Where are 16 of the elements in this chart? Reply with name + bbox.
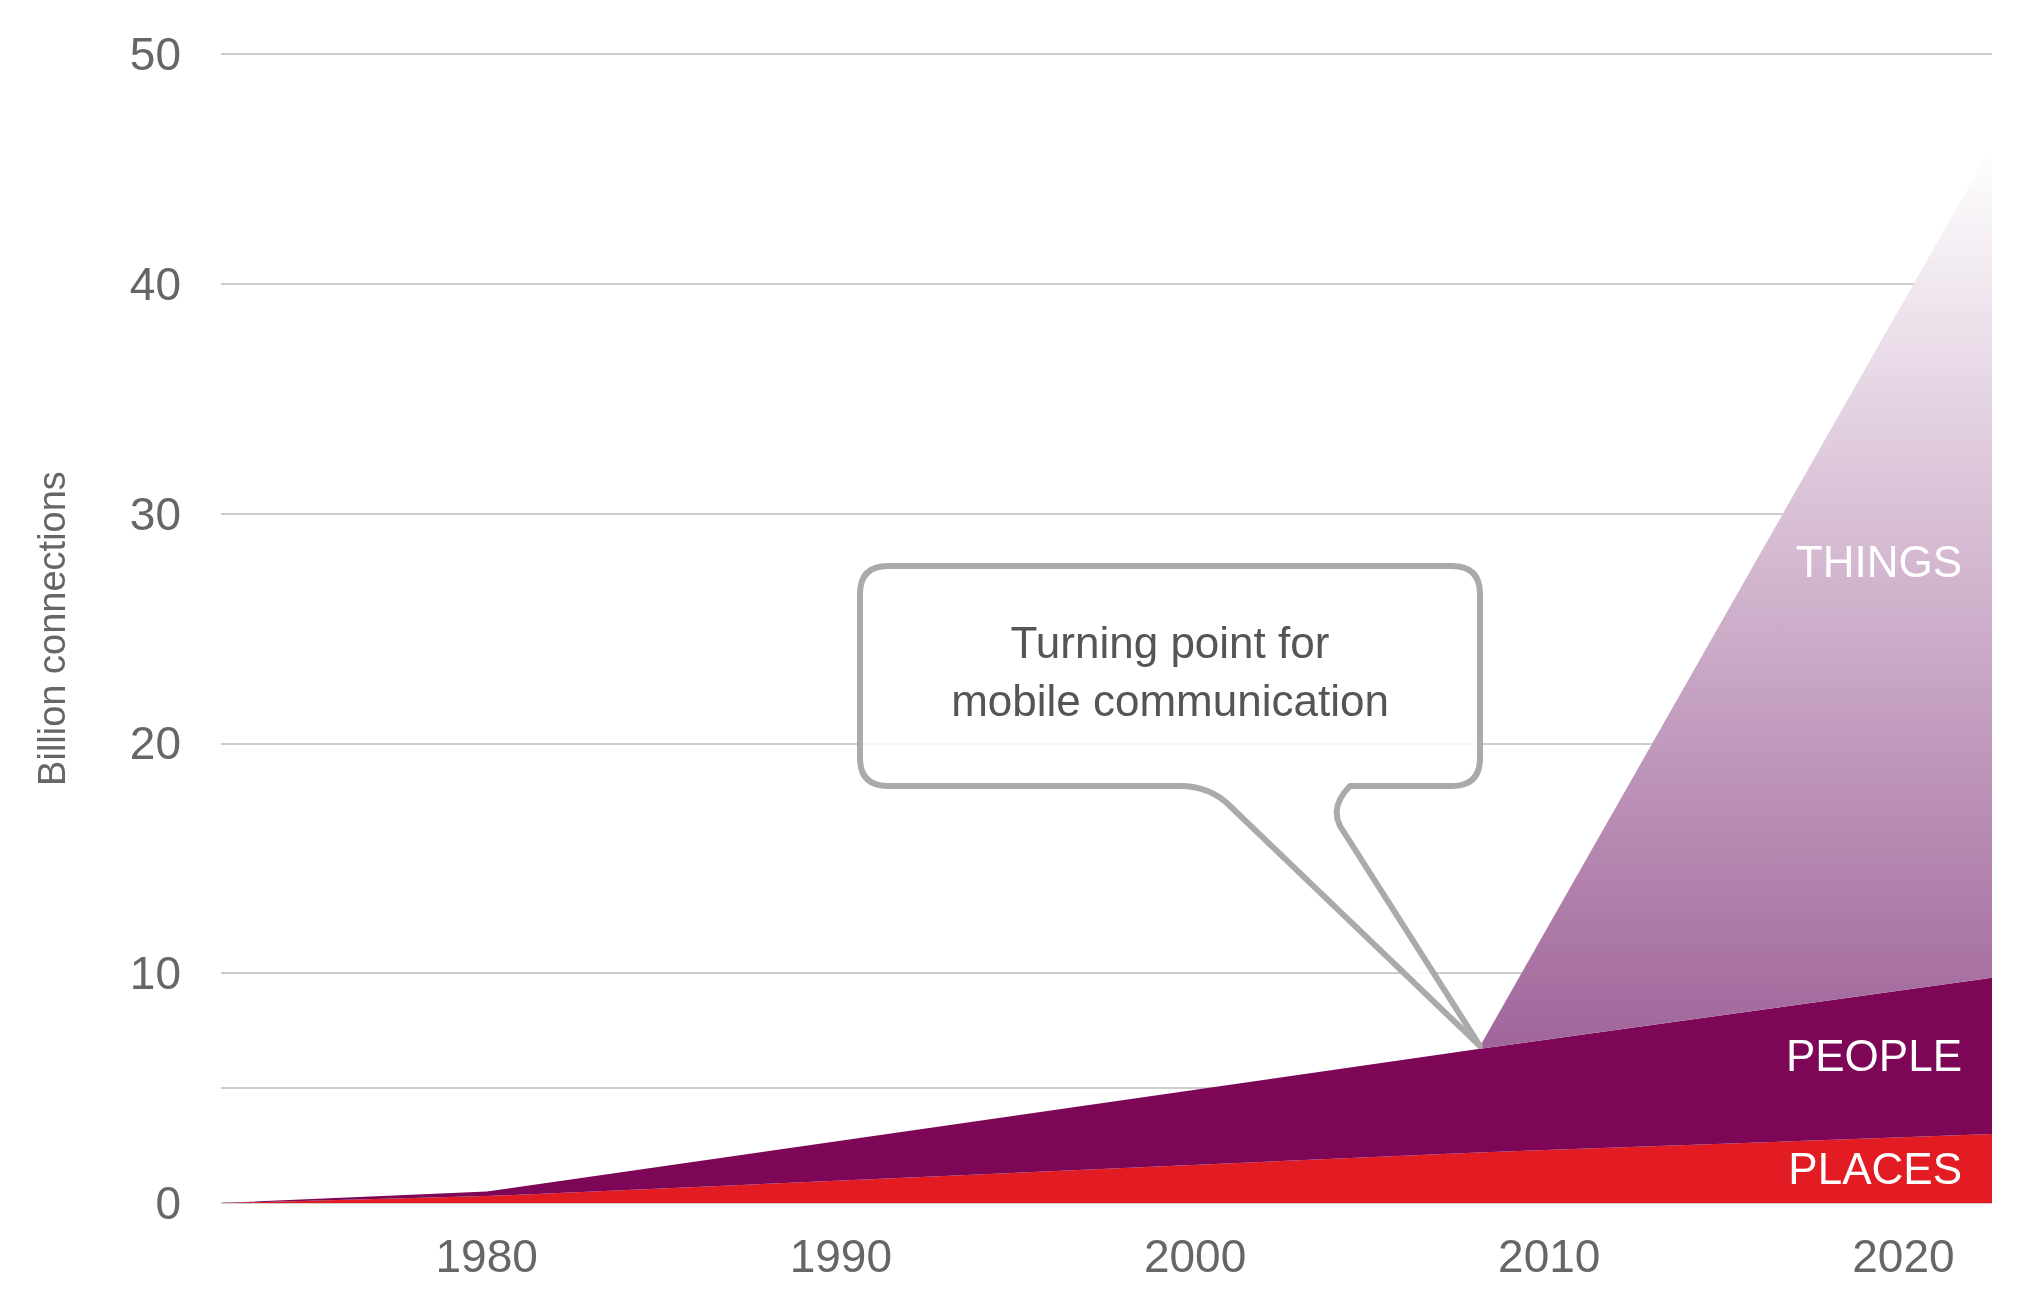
x-tick-label: 2020 [1852,1230,1955,1282]
annotation: Turning point for mobile communication [950,617,1390,727]
y-tick-label: 40 [129,257,181,310]
y-axis-title: Billion connections [31,471,73,786]
series-label: THINGS [1795,537,1962,587]
x-tick-label: 1980 [435,1230,538,1282]
y-tick-label: 50 [129,28,181,80]
y-tick-label: 30 [129,487,181,540]
x-tick-label: 2000 [1143,1230,1247,1282]
y-tick-label: 0 [155,1177,181,1229]
x-tick-label: 2010 [1498,1230,1601,1282]
series-label: PEOPLE [1785,1031,1962,1081]
series-label: PLACES [1788,1144,1962,1194]
y-tick-label: 10 [129,947,181,1000]
y-tick-label: 20 [129,717,181,770]
x-tick-label: 1990 [789,1230,893,1282]
